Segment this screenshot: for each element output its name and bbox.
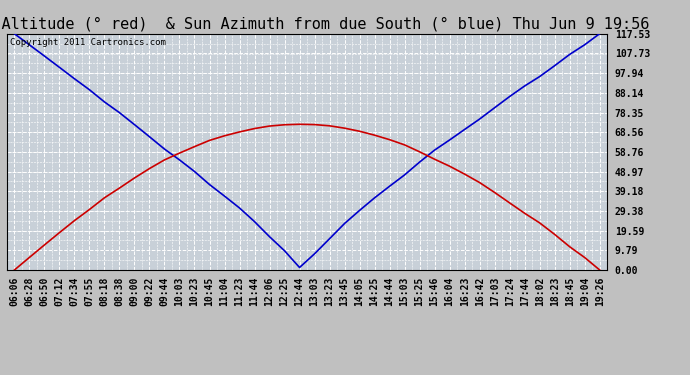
Text: Copyright 2011 Cartronics.com: Copyright 2011 Cartronics.com bbox=[10, 39, 166, 48]
Title: Sun Altitude (° red)  & Sun Azimuth from due South (° blue) Thu Jun 9 19:56: Sun Altitude (° red) & Sun Azimuth from … bbox=[0, 16, 649, 31]
